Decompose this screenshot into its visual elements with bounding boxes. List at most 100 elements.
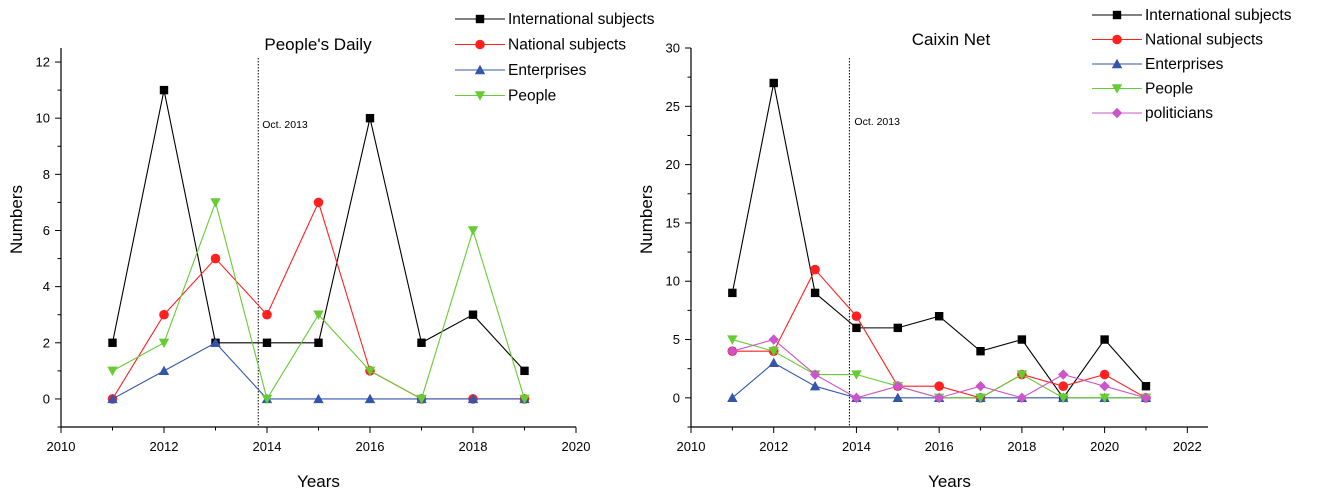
chart-title: Caixin Net — [912, 30, 991, 49]
data-point — [159, 309, 169, 320]
data-point — [1058, 381, 1069, 391]
data-point — [975, 393, 986, 404]
chart-title: People's Daily — [264, 35, 372, 54]
legend-label: National subjects — [1145, 32, 1263, 49]
x-tick-label: 2020 — [1090, 439, 1119, 454]
data-point — [892, 392, 903, 403]
data-point — [416, 394, 427, 405]
series-line — [732, 268, 1147, 399]
data-point — [809, 380, 821, 391]
legend-label: International subjects — [508, 11, 655, 28]
x-tick-label: 2018 — [459, 439, 488, 454]
data-point — [934, 312, 944, 321]
data-point — [158, 338, 170, 348]
data-point — [210, 337, 221, 347]
series-5 — [727, 334, 1152, 404]
x-axis-label: Years — [928, 472, 971, 490]
data-point — [108, 338, 117, 347]
y-tick-label: 15 — [666, 215, 680, 230]
data-point — [975, 380, 986, 392]
legend-item: International subjects — [455, 11, 655, 28]
series-line — [112, 200, 525, 400]
data-point — [1016, 370, 1028, 380]
series-line — [112, 342, 525, 400]
data-point — [467, 393, 479, 404]
x-tick-label: 2022 — [1173, 439, 1202, 454]
data-point — [852, 323, 861, 333]
series-line — [731, 82, 1147, 399]
data-point — [851, 311, 862, 322]
data-point — [727, 392, 738, 403]
legend-item: International subjects — [1092, 7, 1292, 24]
y-tick-label: 0 — [673, 390, 680, 405]
y-axis-label: Numbers — [637, 185, 656, 254]
data-point — [158, 365, 170, 376]
data-point — [1099, 393, 1110, 404]
x-tick-label: 2020 — [562, 439, 591, 454]
data-point — [107, 366, 118, 377]
legend-marker — [1112, 34, 1122, 45]
data-point — [893, 323, 902, 333]
series-1 — [108, 85, 529, 376]
legend: International subjects National subjects E… — [455, 11, 655, 105]
data-point — [768, 357, 779, 368]
series-3 — [107, 337, 530, 404]
legend-marker — [1111, 107, 1123, 119]
annotation-label: Oct. 2013 — [854, 116, 900, 128]
x-axis-label: Years — [297, 472, 340, 490]
y-axis-label: Numbers — [7, 185, 26, 254]
legend-label: International subjects — [1145, 7, 1292, 24]
data-point — [810, 264, 820, 275]
annotation-label: Oct. 2013 — [262, 119, 308, 131]
x-tick-label: 2010 — [677, 439, 706, 454]
legend-marker — [1111, 58, 1123, 69]
data-point — [365, 113, 375, 123]
legend-item: politicians — [1092, 105, 1213, 122]
data-point — [364, 393, 376, 404]
data-point — [769, 78, 778, 88]
data-point — [1141, 381, 1151, 391]
data-point — [262, 338, 272, 347]
legend: International subjects National subjects E… — [1092, 7, 1292, 122]
legend-item: National subjects — [1092, 32, 1263, 49]
data-point — [1140, 392, 1152, 404]
x-tick-label: 2012 — [759, 439, 788, 454]
legend-item: People — [455, 88, 556, 105]
legend-label: Enterprises — [508, 62, 587, 79]
data-point — [976, 347, 985, 356]
data-point — [313, 197, 324, 208]
data-point — [364, 366, 376, 377]
x-tick-label: 2016 — [356, 439, 385, 454]
data-point — [417, 338, 426, 347]
x-tick-label: 2014 — [253, 439, 282, 454]
legend-label: People — [508, 88, 556, 105]
y-tick-label: 4 — [43, 279, 50, 294]
series-2 — [107, 197, 530, 404]
data-point — [1099, 380, 1110, 392]
data-point — [809, 369, 821, 380]
series-2 — [727, 264, 1151, 403]
data-point — [1058, 369, 1069, 380]
data-point — [810, 288, 820, 298]
legend-label: Enterprises — [1145, 56, 1224, 73]
data-point — [210, 253, 221, 264]
data-point — [1099, 369, 1110, 380]
y-tick-label: 25 — [666, 99, 680, 114]
legend-label: politicians — [1145, 105, 1213, 122]
x-tick-label: 2016 — [925, 439, 954, 454]
y-tick-label: 12 — [36, 55, 50, 70]
y-tick-label: 8 — [43, 167, 50, 182]
data-point — [768, 334, 779, 345]
y-tick-label: 2 — [43, 335, 50, 350]
data-point — [768, 347, 779, 357]
data-point — [933, 392, 945, 404]
data-point — [892, 380, 903, 392]
legend-label: National subjects — [508, 37, 626, 54]
x-tick-label: 2014 — [842, 439, 871, 454]
y-tick-label: 0 — [43, 391, 50, 406]
legend-item: People — [1092, 81, 1193, 98]
y-tick-label: 10 — [36, 111, 50, 126]
series-4 — [107, 198, 530, 405]
